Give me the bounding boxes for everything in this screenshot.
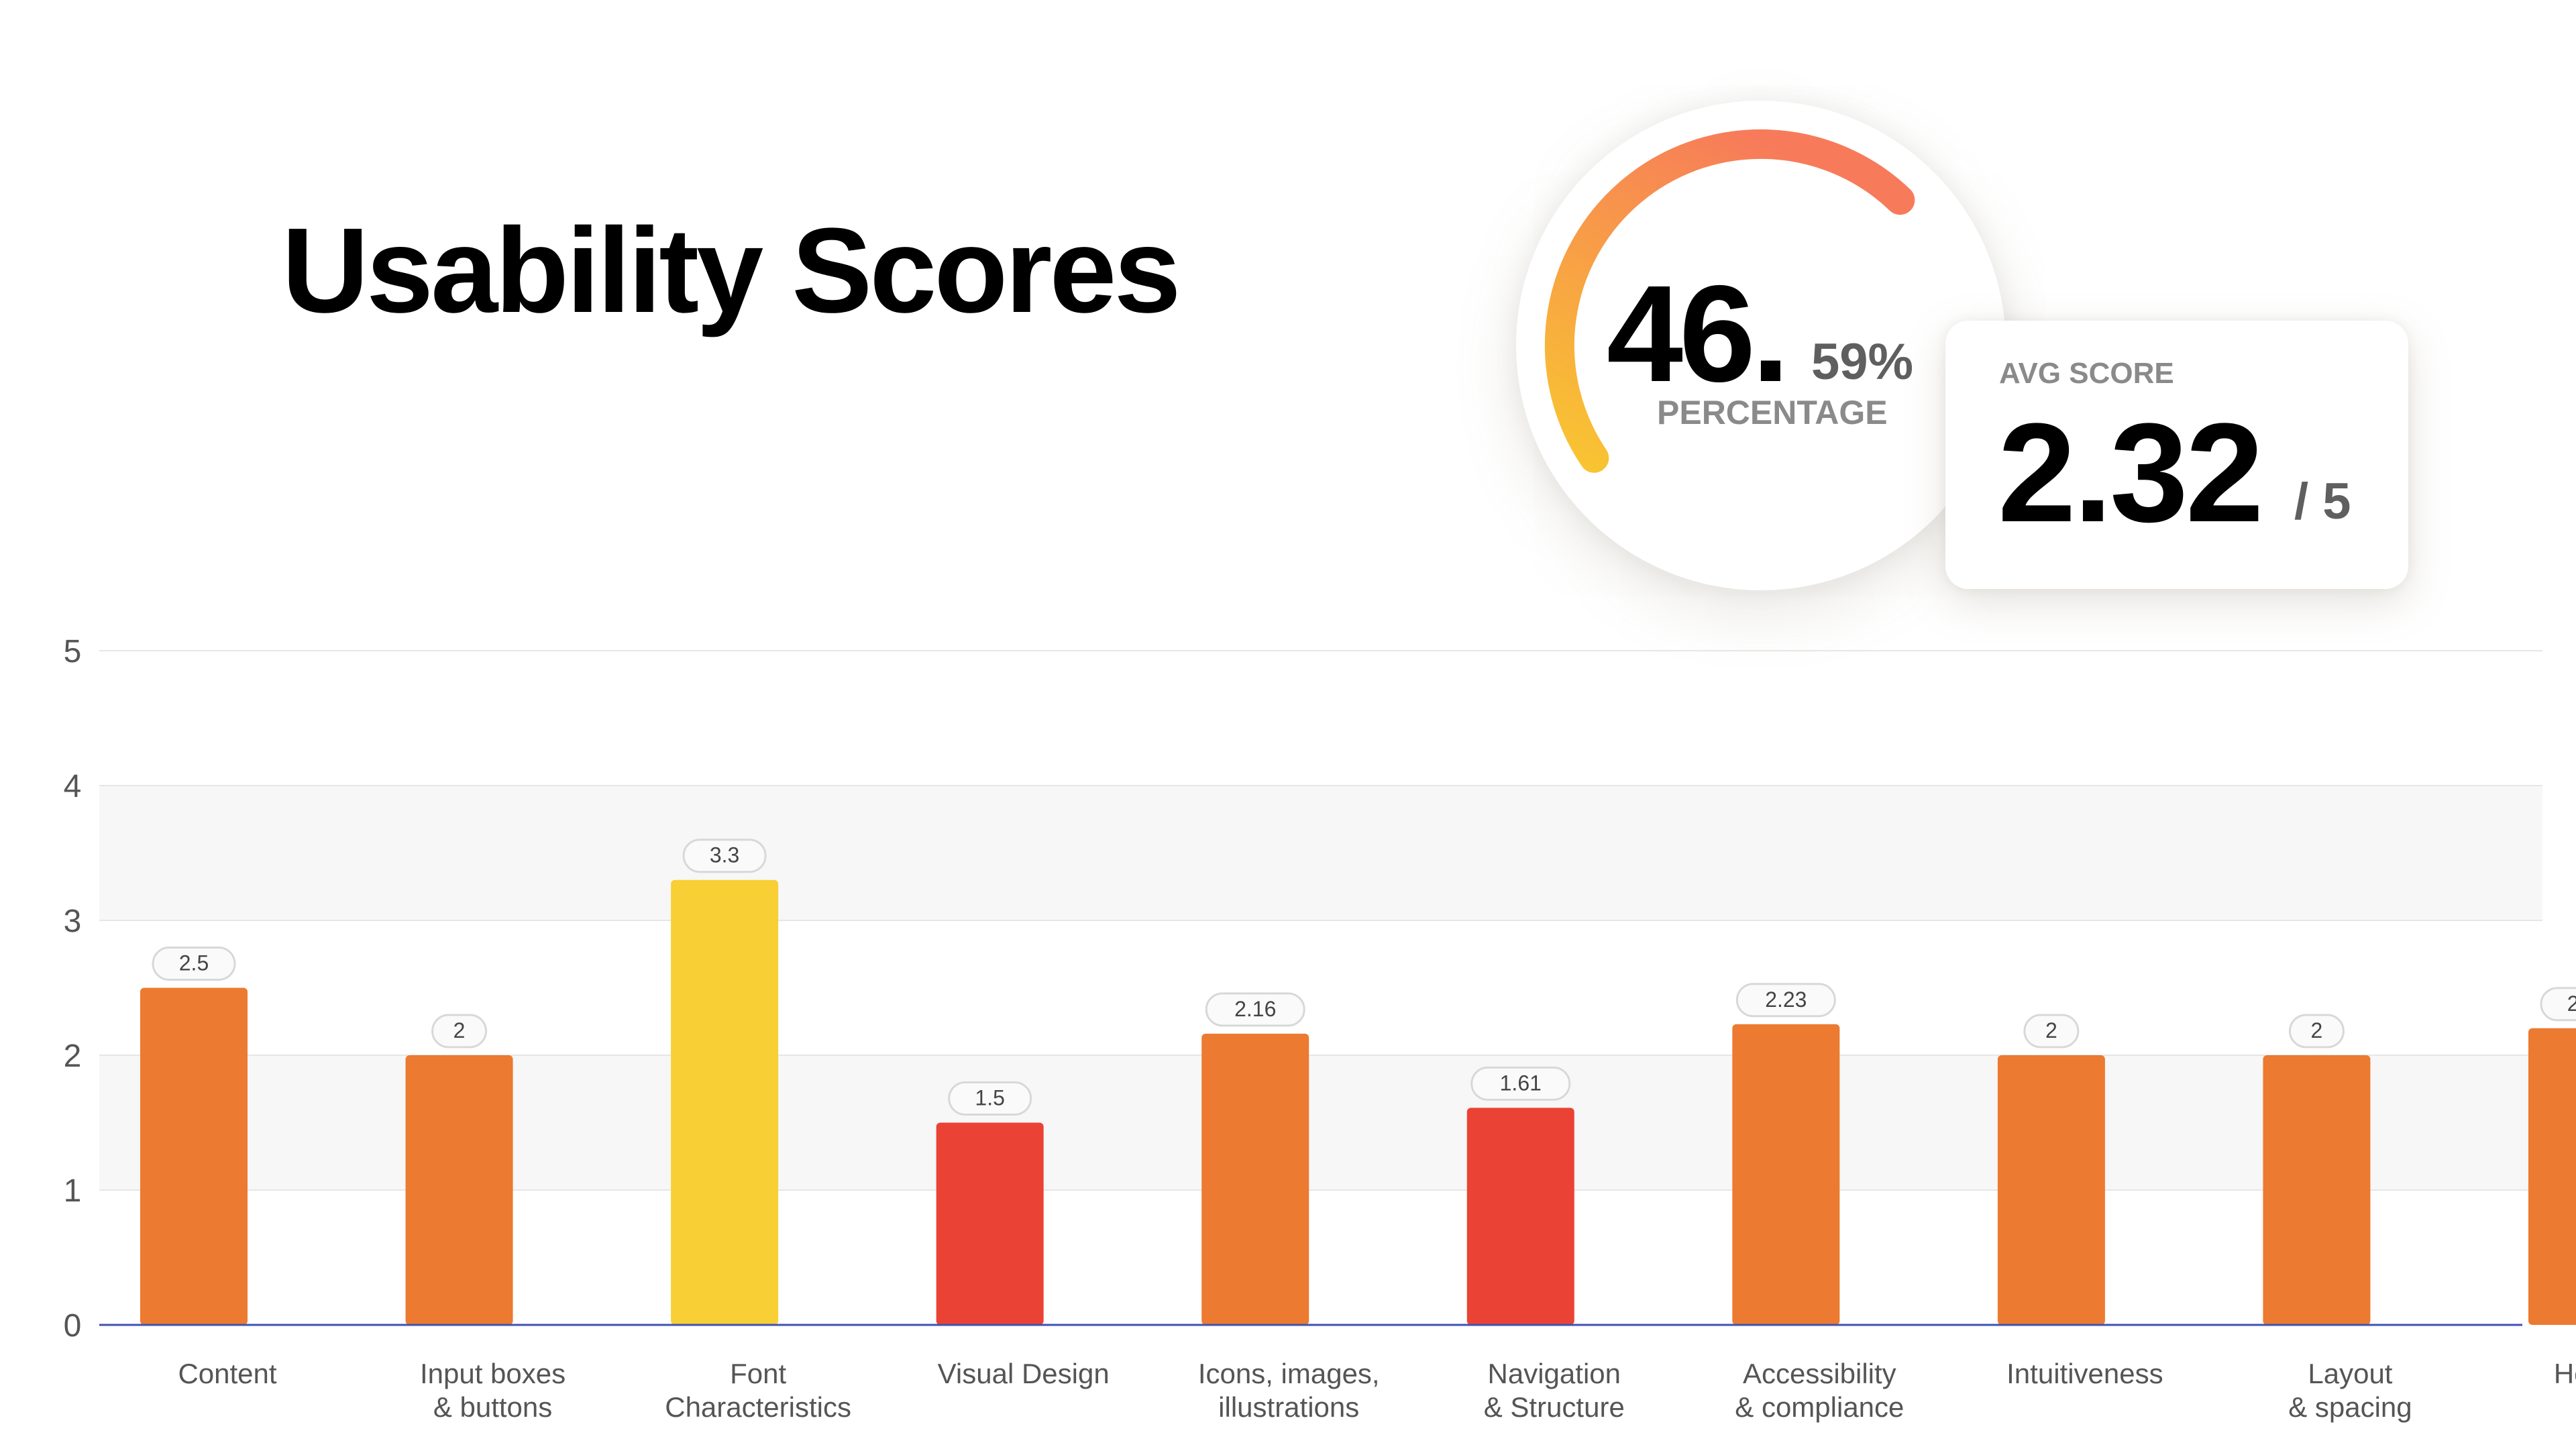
data-label-pill [2288, 1014, 2345, 1049]
x-tick-label: & buttons [433, 1391, 552, 1423]
x-tick-label: Navigation [1488, 1358, 1621, 1389]
progress-arc [1544, 129, 1915, 473]
x-tick-label: Input boxes [420, 1358, 566, 1389]
x-tick-label: & compliance [1735, 1391, 1904, 1423]
data-label: 2 [453, 1018, 466, 1042]
percentage-value: 46. [1607, 257, 1790, 411]
data-label: 3.3 [710, 843, 739, 867]
x-tick-label: illustrations [1218, 1391, 1359, 1423]
bar [1466, 1108, 1574, 1325]
percentage-card [1516, 101, 2006, 590]
x-tick-label: Content [178, 1358, 276, 1389]
bar [140, 987, 248, 1325]
bar [671, 879, 779, 1325]
data-label-pill [948, 1081, 1032, 1116]
avg-score-denominator: / 5 [2294, 473, 2351, 530]
data-label-pill [682, 839, 767, 873]
data-label: 2.16 [1234, 997, 1276, 1021]
x-tick-label: Visual Design [938, 1358, 1110, 1389]
avg-score-label: AVG SCORE [1999, 357, 2174, 390]
data-label-pill [1735, 983, 1836, 1018]
y-tick-label: 5 [64, 634, 82, 669]
data-label: 2.23 [1765, 987, 1807, 1012]
x-tick-label: Heuristics [2554, 1358, 2576, 1389]
y-tick-label: 4 [64, 769, 82, 804]
percentage-label: PERCENTAGE [1657, 394, 1888, 431]
bar [2263, 1055, 2371, 1325]
bar [405, 1055, 513, 1325]
data-label-pill [431, 1014, 488, 1049]
data-label-pill [152, 947, 236, 981]
bar [1201, 1033, 1309, 1325]
bar [1732, 1024, 1840, 1325]
y-tick-label: 1 [64, 1173, 82, 1209]
data-label-pill [1470, 1066, 1571, 1101]
x-tick-label: Accessibility [1743, 1358, 1896, 1389]
page-title: Usability Scores [282, 203, 1181, 338]
data-label-pill [2540, 987, 2576, 1022]
data-label: 2 [2311, 1018, 2323, 1042]
x-tick-label: Layout [2308, 1358, 2392, 1389]
grid-band [99, 786, 2542, 920]
data-label: 2.2 [2567, 991, 2576, 1016]
data-label: 2 [2045, 1018, 2057, 1042]
y-tick-label: 0 [64, 1308, 82, 1344]
bar [2528, 1028, 2576, 1325]
x-tick-label: & spacing [2288, 1391, 2412, 1423]
data-label-pill [2023, 1014, 2080, 1049]
bar [936, 1122, 1044, 1325]
avg-score-value: 2.32 [1998, 394, 2264, 551]
progress-ring [1544, 129, 1915, 473]
data-label: 1.5 [975, 1086, 1004, 1110]
x-tick-label: & Structure [1484, 1391, 1625, 1423]
y-tick-label: 2 [64, 1038, 82, 1074]
x-tick-label: Intuitiveness [2006, 1358, 2163, 1389]
avg-score-card [1945, 321, 2408, 589]
bar [1997, 1055, 2105, 1325]
x-tick-label: Characteristics [665, 1391, 851, 1423]
x-tick-label: Icons, images, [1198, 1358, 1380, 1389]
y-tick-label: 3 [64, 904, 82, 939]
data-label: 2.5 [179, 951, 209, 975]
percentage-decimal: 59% [1811, 333, 1914, 390]
data-label: 1.61 [1500, 1071, 1542, 1095]
data-label-pill [1205, 992, 1305, 1027]
x-tick-label: Font [730, 1358, 786, 1389]
